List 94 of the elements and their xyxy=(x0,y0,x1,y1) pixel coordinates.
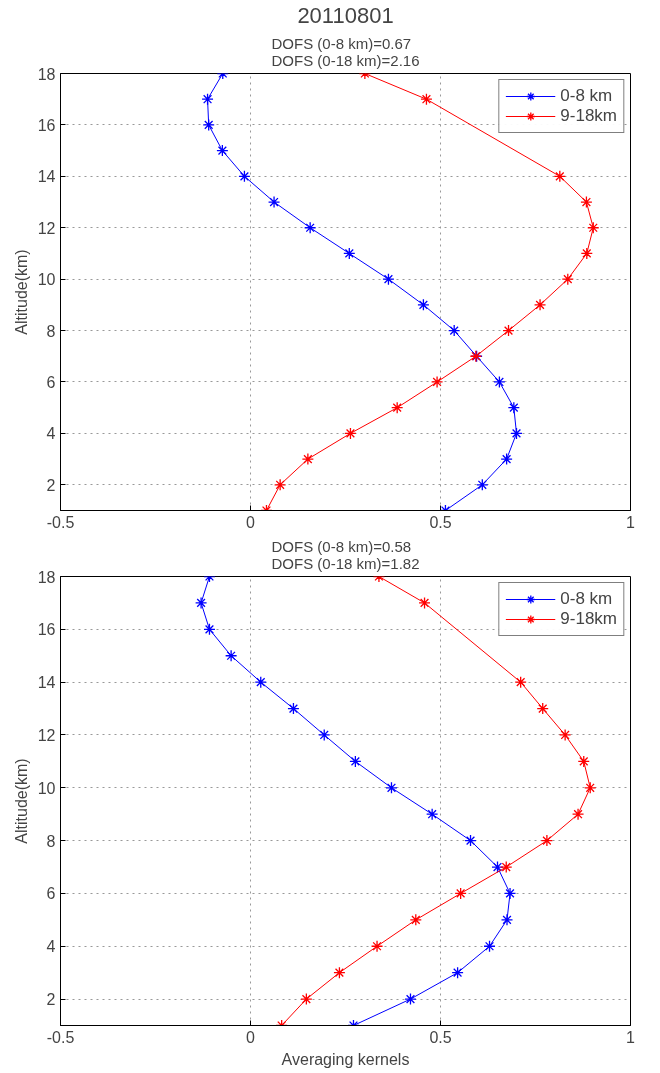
point xyxy=(344,427,357,440)
point xyxy=(500,860,513,874)
point xyxy=(370,940,384,953)
point xyxy=(577,755,590,768)
point xyxy=(502,324,515,337)
point xyxy=(451,966,464,979)
point xyxy=(201,93,214,106)
y-tick-label: 10 xyxy=(37,271,56,289)
x-tick-label: 1 xyxy=(626,1028,636,1046)
legend-label: 9-18km xyxy=(560,609,617,629)
y-tick-label: 2 xyxy=(46,991,56,1009)
y-tick-label: 4 xyxy=(46,425,56,443)
point xyxy=(273,478,287,491)
point xyxy=(476,478,489,491)
point xyxy=(540,834,554,847)
y-tick-label: 4 xyxy=(46,938,56,956)
point xyxy=(571,808,585,821)
point xyxy=(425,808,439,821)
point xyxy=(224,649,238,662)
chart-subtitle: DOFS (0-8 km)=0.58 DOFS (0-18 km)=1.82 xyxy=(271,537,420,572)
x-tick-label: 0.5 xyxy=(429,1028,452,1046)
point xyxy=(349,755,362,768)
y-tick-label: 14 xyxy=(37,674,56,692)
point xyxy=(194,596,208,610)
point xyxy=(418,596,431,610)
point xyxy=(304,221,317,234)
point xyxy=(404,992,417,1006)
point xyxy=(300,992,313,1006)
point xyxy=(464,834,477,847)
chart-title: 20110801 xyxy=(297,2,394,28)
point xyxy=(254,676,267,689)
y-tick-label: 16 xyxy=(37,621,56,639)
legend-label: 0-8 km xyxy=(560,86,613,106)
x-tick-label: 1 xyxy=(626,513,636,531)
y-tick-label: 2 xyxy=(46,476,56,494)
y-tick-label: 6 xyxy=(46,885,56,903)
point xyxy=(514,676,527,689)
legend-label: 9-18km xyxy=(560,106,617,126)
point xyxy=(417,298,430,311)
y-tick-label: 18 xyxy=(37,65,56,83)
y-tick-label: 12 xyxy=(37,219,56,237)
point xyxy=(561,273,574,286)
y-tick-label: 18 xyxy=(37,568,56,586)
point xyxy=(580,195,593,209)
legend-label: 0-8 km xyxy=(560,589,613,609)
point xyxy=(287,702,300,715)
point xyxy=(454,887,467,900)
y-tick-label: 8 xyxy=(46,832,56,850)
point xyxy=(580,247,593,260)
point xyxy=(202,118,215,132)
y-tick-label: 16 xyxy=(37,116,56,134)
x-axis-title: Averaging kernels xyxy=(281,1050,410,1068)
y-tick-label: 14 xyxy=(37,168,56,186)
x-tick-label: -0.5 xyxy=(46,1028,75,1046)
point xyxy=(391,401,404,414)
point xyxy=(491,860,504,874)
point xyxy=(507,401,520,414)
point xyxy=(533,298,547,311)
point xyxy=(409,913,422,926)
y-tick-label: 6 xyxy=(46,373,56,391)
point xyxy=(382,273,395,286)
point xyxy=(216,144,229,157)
point xyxy=(510,427,523,440)
point xyxy=(203,623,216,636)
chart-subtitle: DOFS (0-8 km)=0.67 DOFS (0-18 km)=2.16 xyxy=(271,34,420,69)
point xyxy=(500,452,513,466)
point xyxy=(318,728,331,742)
x-tick-label: -0.5 xyxy=(46,513,75,531)
point xyxy=(483,940,496,953)
x-tick-label: 0.5 xyxy=(429,513,452,531)
x-tick-label: 0 xyxy=(246,513,256,531)
point xyxy=(385,781,398,794)
point xyxy=(500,913,514,926)
point xyxy=(587,221,600,234)
point xyxy=(420,93,433,106)
point xyxy=(558,728,572,742)
point xyxy=(238,170,251,183)
point xyxy=(448,324,461,337)
point xyxy=(553,170,566,183)
point xyxy=(333,966,346,979)
x-tick-label: 0 xyxy=(246,1028,256,1046)
point xyxy=(584,781,597,794)
point xyxy=(430,375,444,389)
y-axis-title: Altitude(km) xyxy=(12,249,30,335)
point xyxy=(343,247,356,260)
y-axis-title: Altitude(km) xyxy=(12,758,30,844)
point xyxy=(301,452,315,466)
point xyxy=(267,195,281,209)
point xyxy=(493,375,506,389)
point xyxy=(503,887,517,900)
y-tick-label: 12 xyxy=(37,726,56,744)
y-tick-label: 8 xyxy=(46,322,56,340)
point xyxy=(536,702,549,715)
y-tick-label: 10 xyxy=(37,779,56,797)
